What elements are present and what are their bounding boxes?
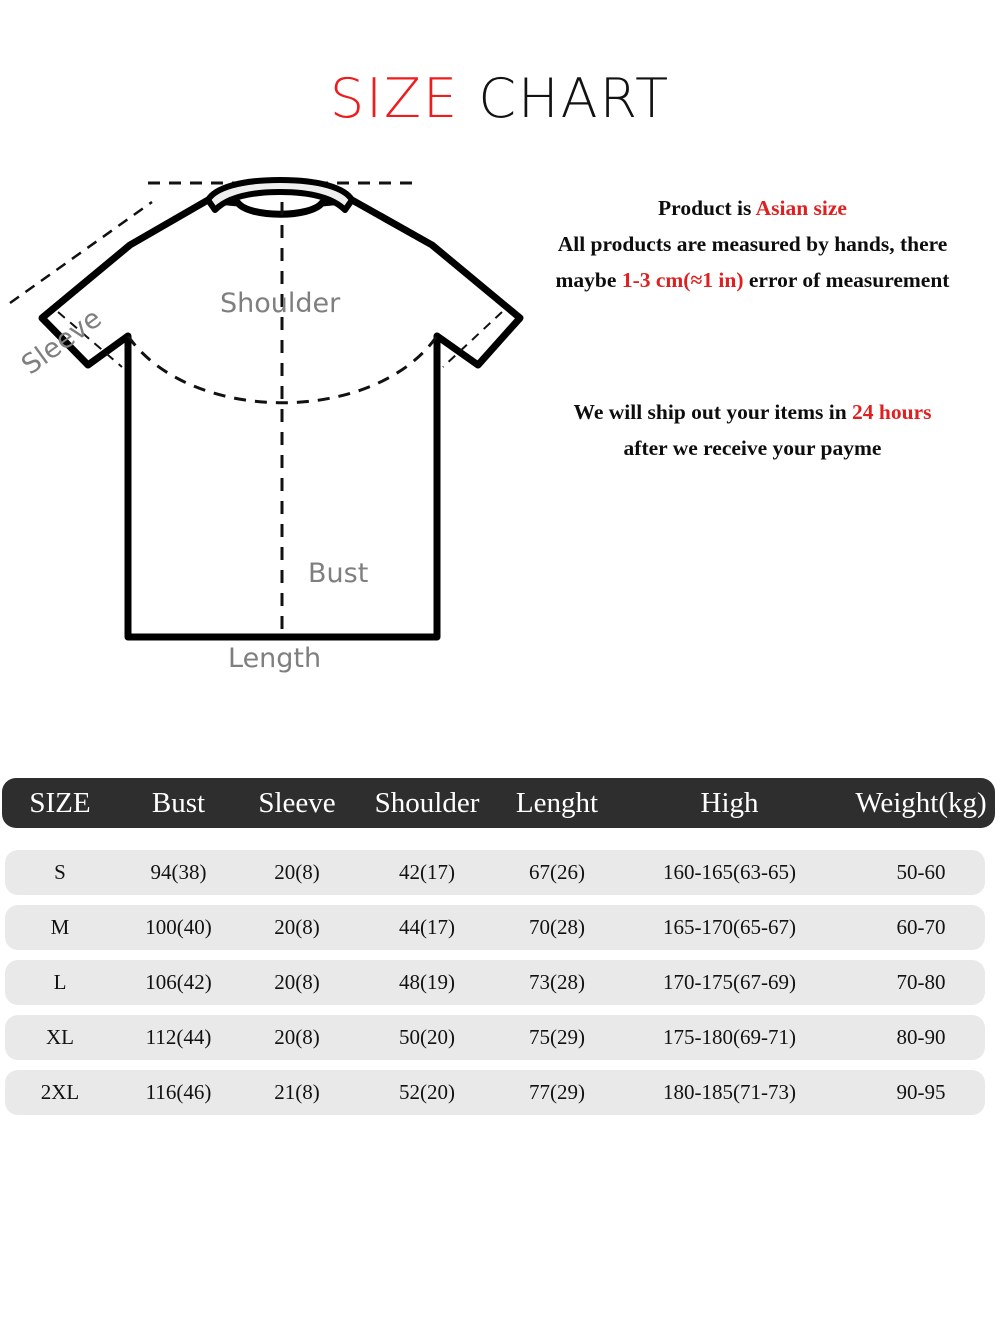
tshirt-illustration-svg bbox=[9, 177, 524, 641]
cell-shoulder: 52(20) bbox=[399, 1080, 455, 1104]
cell-size: 2XL bbox=[40, 1080, 80, 1104]
sleeve-seam-left bbox=[57, 311, 123, 368]
cell-high: 175-180(69-71) bbox=[663, 1025, 796, 1049]
table-row: S 94(38) 20(8) 42(17) 67(26) 160-165(63-… bbox=[0, 850, 1000, 895]
info-line5: after we receive your payme bbox=[623, 436, 882, 460]
sleeve-measure-line bbox=[9, 200, 153, 305]
table-header-row: SIZE Bust Sleeve Shoulder Lenght High We… bbox=[0, 778, 1000, 828]
header-cell-length: Lenght bbox=[515, 786, 599, 819]
cell-sleeve: 21(8) bbox=[274, 1080, 320, 1104]
info-line3-prefix: maybe bbox=[555, 268, 622, 292]
cell-bust: 106(42) bbox=[145, 970, 212, 994]
info-line4-highlight: 24 hours bbox=[852, 400, 932, 424]
cell-size: S bbox=[54, 860, 66, 884]
info-paragraph-shipping: We will ship out your items in 24 hours … bbox=[505, 394, 1000, 466]
cell-bust: 116(46) bbox=[145, 1080, 212, 1104]
cell-length: 75(29) bbox=[529, 1025, 585, 1049]
cell-length: 73(28) bbox=[529, 970, 585, 994]
size-table: SIZE Bust Sleeve Shoulder Lenght High We… bbox=[0, 778, 1000, 1125]
header-cell-sleeve: Sleeve bbox=[258, 786, 336, 819]
page-title: SIZE CHART bbox=[0, 72, 1000, 126]
header-cell-high: High bbox=[700, 786, 759, 819]
row-background bbox=[5, 960, 985, 1005]
info-line3-highlight: 1-3 cm(≈1 in) bbox=[621, 268, 744, 292]
diagram-label-shoulder: Shoulder bbox=[220, 288, 341, 319]
cell-high: 180-185(71-73) bbox=[663, 1080, 796, 1104]
row-background bbox=[5, 1015, 985, 1060]
diagram-label-length: Length bbox=[228, 643, 322, 674]
cell-high: 170-175(67-69) bbox=[663, 970, 796, 994]
sleeve-seam-right bbox=[442, 311, 503, 368]
cell-sleeve: 20(8) bbox=[274, 970, 320, 994]
cell-length: 77(29) bbox=[529, 1080, 585, 1104]
table-row: M 100(40) 20(8) 44(17) 70(28) 165-170(65… bbox=[0, 905, 1000, 950]
bust-measure-curve bbox=[126, 335, 439, 405]
header-cell-size: SIZE bbox=[29, 786, 91, 819]
cell-size: L bbox=[53, 970, 67, 994]
cell-shoulder: 42(17) bbox=[399, 860, 455, 884]
cell-weight: 90-95 bbox=[896, 1080, 946, 1104]
cell-size: XL bbox=[46, 1025, 74, 1049]
info-line2: All products are measured by hands, ther… bbox=[557, 232, 948, 256]
info-line1-highlight: Asian size bbox=[755, 196, 847, 220]
title-chart-word: CHART bbox=[459, 67, 671, 130]
row-background bbox=[5, 850, 985, 895]
header-row-background bbox=[2, 778, 995, 828]
header-cell-weight: Weight(kg) bbox=[855, 786, 987, 819]
cell-sleeve: 20(8) bbox=[274, 915, 320, 939]
collar-band bbox=[205, 177, 355, 213]
cell-sleeve: 20(8) bbox=[274, 860, 320, 884]
cell-bust: 112(44) bbox=[145, 1025, 212, 1049]
table-row: 2XL 116(46) 21(8) 52(20) 77(29) 180-185(… bbox=[0, 1070, 1000, 1115]
info-line4-prefix: We will ship out your items in bbox=[573, 400, 853, 424]
table-row: L 106(42) 20(8) 48(19) 73(28) 170-175(67… bbox=[0, 960, 1000, 1005]
diagram-label-bust: Bust bbox=[308, 558, 369, 589]
table-row: XL 112(44) 20(8) 50(20) 75(29) 175-180(6… bbox=[0, 1015, 1000, 1060]
cell-weight: 80-90 bbox=[896, 1025, 946, 1049]
row-background bbox=[5, 905, 985, 950]
info-paragraph-sizing: Product is Asian size All products are m… bbox=[505, 190, 1000, 298]
cell-shoulder: 50(20) bbox=[399, 1025, 455, 1049]
cell-size: M bbox=[50, 915, 70, 939]
cell-bust: 94(38) bbox=[150, 860, 207, 884]
cell-weight: 50-60 bbox=[896, 860, 946, 884]
cell-length: 67(26) bbox=[529, 860, 585, 884]
cell-weight: 60-70 bbox=[896, 915, 946, 939]
info-line1-prefix: Product is bbox=[658, 196, 756, 220]
cell-high: 160-165(63-65) bbox=[663, 860, 796, 884]
cell-sleeve: 20(8) bbox=[274, 1025, 320, 1049]
info-line3-suffix: error of measurement bbox=[743, 268, 950, 292]
tshirt-diagram: Shoulder Sleeve Bust Length bbox=[0, 140, 560, 674]
cell-shoulder: 44(17) bbox=[399, 915, 455, 939]
shipping-info-block: Product is Asian size All products are m… bbox=[505, 190, 1000, 466]
cell-high: 165-170(65-67) bbox=[663, 915, 796, 939]
cell-length: 70(28) bbox=[529, 915, 585, 939]
cell-shoulder: 48(19) bbox=[399, 970, 455, 994]
row-background bbox=[5, 1070, 985, 1115]
header-cell-bust: Bust bbox=[151, 786, 206, 819]
cell-bust: 100(40) bbox=[145, 915, 212, 939]
cell-weight: 70-80 bbox=[896, 970, 946, 994]
title-size-word: SIZE bbox=[329, 67, 460, 130]
header-cell-shoulder: Shoulder bbox=[374, 786, 480, 819]
